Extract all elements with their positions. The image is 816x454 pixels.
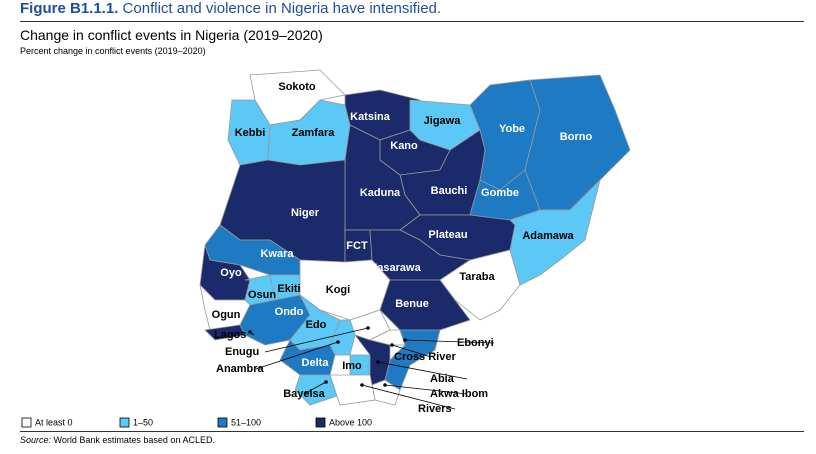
state-label: Delta (302, 357, 330, 369)
state-shape (279, 339, 336, 376)
state-label: Ebonyi (457, 337, 494, 349)
state-shape (294, 374, 341, 406)
state-label: Niger (291, 207, 320, 219)
state-label: Akwa Ibom (430, 388, 488, 400)
callout-line (303, 381, 327, 395)
callout-dot (366, 326, 370, 330)
map-title: Change in conflict events in Nigeria (20… (20, 27, 323, 43)
legend-label: Above 100 (329, 417, 372, 427)
state-label: Ondo (275, 306, 304, 318)
state-label: Ogun (212, 309, 241, 321)
source-text: World Bank estimates based on ACLED. (53, 435, 215, 445)
callout-dot (324, 380, 328, 384)
legend-swatch (21, 417, 32, 428)
callout-dot (383, 383, 387, 387)
state-label: Zamfara (292, 127, 336, 139)
state-shape (379, 279, 471, 331)
state-label: Oyo (220, 267, 242, 279)
state-label: Gombe (481, 187, 519, 199)
state-label: Benue (395, 298, 429, 310)
state-label: Adamawa (522, 230, 574, 242)
state-shape (368, 329, 406, 346)
state-label: Kebbi (235, 127, 266, 139)
state-label: Cross River (394, 351, 456, 363)
callout-line (384, 384, 468, 395)
state-label: Abia (430, 373, 455, 385)
callout-line (391, 344, 432, 358)
state-label: Taraba (459, 271, 495, 283)
state-label: Edo (306, 319, 327, 331)
figure-label: Figure B1.1.1. (20, 0, 119, 17)
state-shape (329, 374, 376, 406)
callout-dot (390, 343, 394, 347)
state-label: Enugu (225, 346, 259, 358)
state-label: Nasarawa (369, 262, 421, 274)
map-subtitle: Percent change in conflict events (2019–… (20, 46, 206, 56)
rule (20, 21, 804, 22)
state-label: Lagos (214, 329, 246, 341)
figure-header: Figure B1.1.1. Conflict and violence in … (20, 0, 441, 17)
state-label: Sokoto (278, 81, 316, 93)
rule (20, 431, 804, 432)
state-label: Kogi (326, 284, 350, 296)
state-label: Imo (342, 360, 362, 372)
callout-dot (403, 338, 407, 342)
state-label: Bauchi (431, 185, 468, 197)
callout-dot (360, 383, 364, 387)
state-label: Anambra (216, 363, 265, 375)
state-label: Kano (390, 140, 418, 152)
state-label: Rivers (418, 403, 452, 415)
figure-title: Conflict and violence in Nigeria have in… (122, 0, 442, 17)
state-label: Jigawa (424, 115, 462, 127)
callout-line (255, 341, 339, 370)
state-label: Katsina (350, 111, 391, 123)
state-label: Bayelsa (283, 388, 325, 400)
callout-line (264, 327, 369, 353)
legend-swatch (119, 417, 130, 428)
callout-dot (248, 330, 252, 334)
state-label: Ekiti (277, 283, 300, 295)
legend-label: 51–100 (231, 417, 261, 427)
legend-swatch (217, 417, 228, 428)
state-label: Osun (248, 289, 276, 301)
callout-dot (336, 340, 340, 344)
state-label: FCT (346, 240, 368, 252)
source-label: Source: (20, 435, 52, 445)
source: Source: World Bank estimates based on AC… (20, 435, 215, 445)
callout-dot (376, 360, 380, 364)
state-label: Kwara (260, 248, 294, 260)
callout-line (377, 361, 468, 380)
state-shape (204, 324, 246, 341)
state-label: Kaduna (360, 187, 401, 199)
legend-label: At least 0 (35, 417, 73, 427)
state-label: Yobe (499, 123, 525, 135)
legend: At least 0 1–50 51–100 Above 100 (21, 417, 372, 428)
state-label: Plateau (428, 229, 467, 241)
callout-line (404, 339, 495, 344)
legend-swatch (315, 417, 326, 428)
state-label: Borno (560, 131, 593, 143)
callout-line (361, 384, 456, 410)
legend-label: 1–50 (133, 417, 153, 427)
